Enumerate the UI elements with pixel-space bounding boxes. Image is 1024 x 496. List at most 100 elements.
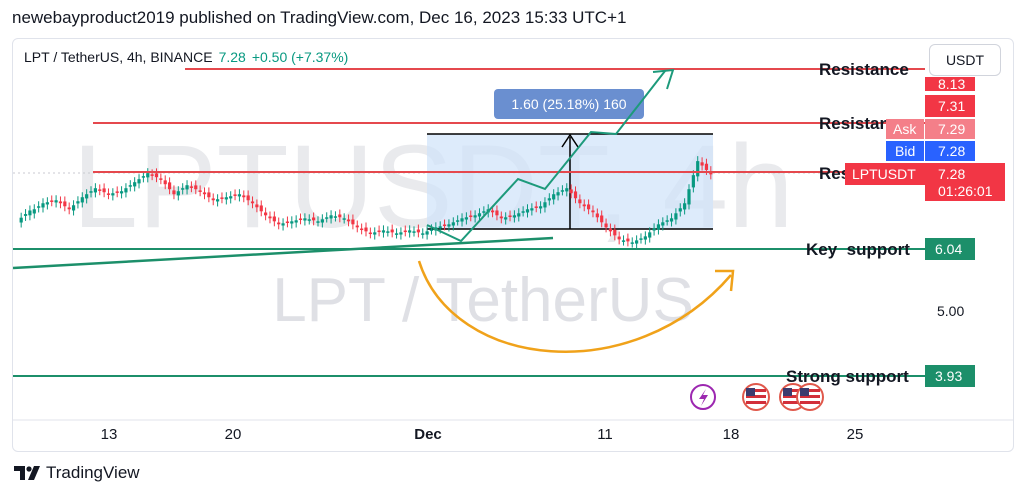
bid-value-bg [925,141,975,161]
candle-body [290,221,294,224]
candle-body [176,191,180,196]
candle-body [277,222,281,225]
candle-body [447,224,451,227]
candle-body [578,199,582,204]
ask-label: Ask [893,121,917,137]
tradingview-logo-icon [14,466,40,480]
candle-body [683,203,687,210]
currency-button[interactable]: USDT [929,44,1001,76]
candle-body [163,180,167,185]
candle-body [272,216,276,222]
candle-body [211,198,215,201]
us-flag-icon-3[interactable] [796,383,824,411]
reversal-arrow-head [715,269,735,292]
candle-body [669,218,674,222]
candle-body [587,204,591,210]
measure-label: 1.60 (25.18%) 160 [511,96,626,112]
candle-body [268,216,272,219]
candle-body [368,232,372,235]
candle-body [652,228,656,231]
strong-support-tag: 3.93 [935,368,962,384]
lightning-icon-glyph [699,389,708,406]
candle-body [425,231,429,235]
candle-body [438,226,442,229]
candle-body [50,200,54,202]
candle-body [141,176,145,178]
candle-body [442,224,447,227]
candle-body [608,228,613,232]
candle-body [137,179,141,184]
candle-body [656,224,661,230]
chart-panel[interactable]: LPTUSDT, 4h LPT / TetherUS 1.60 (25.18%)… [12,38,1014,452]
candle-body [630,242,634,244]
candle-body [521,211,525,213]
candle-body [128,185,132,187]
candle-body [259,205,263,212]
candle-body [648,232,652,238]
ask-label-bg [886,119,924,139]
candle-body [320,219,324,223]
candle-body [482,211,486,213]
candle-body [198,190,202,192]
candle-body [600,215,604,223]
candle-body [194,185,198,190]
trendline [13,236,554,270]
candle-body [696,161,700,177]
candle-body [582,204,586,207]
reversal-curve [417,260,732,353]
candle-body [294,220,298,223]
last-price: 7.28 [938,166,965,182]
candle-body [512,215,517,218]
strong-support-label: Strong support [786,367,909,386]
chart-canvas[interactable]: LPTUSDT, 4h LPT / TetherUS 1.60 (25.18%)… [13,39,1013,451]
candle-body [569,189,573,194]
candle-body [298,218,303,221]
footer-brand[interactable]: TradingView [14,463,140,483]
candle-body [329,215,333,219]
symbol-price: 7.28 [218,49,246,65]
candle-body [181,188,185,190]
candle-body [394,233,399,235]
candle-body [626,238,630,242]
candle-body [264,212,268,216]
candle-body [508,215,512,217]
candle-body [98,189,102,191]
candle-body [560,190,565,192]
candle-body [700,162,704,166]
candle-body [416,229,420,233]
candle-body [312,217,316,221]
candle-body [687,189,691,205]
candle-body [224,197,228,200]
candle-body [146,173,150,178]
candle-body [604,223,608,228]
us-flag-icon-1[interactable] [742,383,770,411]
candle-body [456,220,460,222]
candle-body [172,190,176,195]
candle-body [381,230,386,233]
candle-body [32,209,36,214]
measure-label-bg [494,89,644,119]
candle-body [547,198,551,201]
x-tick-13: 13 [101,426,118,443]
ask-value-bg [925,119,975,139]
candle-body [115,191,119,193]
symbol-name[interactable]: LPT / TetherUS, 4h, BINANCE [24,49,213,65]
candle-body [639,238,643,240]
candle-body [124,188,128,193]
candle-body [591,210,595,213]
brand-name: TradingView [46,463,140,482]
candle-body [665,220,669,222]
candle-body [460,218,464,222]
candle-body [159,178,163,180]
candle-body [246,195,250,201]
candle-body [552,194,556,200]
candle-body [499,216,503,219]
candle-body [285,221,290,224]
symbol-info: LPT / TetherUS, 4h, BINANCE 7.28 +0.50 (+7… [24,49,348,65]
candle-body [185,185,189,190]
candle-body [80,197,84,203]
candle-body [102,188,106,193]
candle-body [534,206,538,208]
candle-body [119,191,124,194]
candle-body [525,209,530,213]
